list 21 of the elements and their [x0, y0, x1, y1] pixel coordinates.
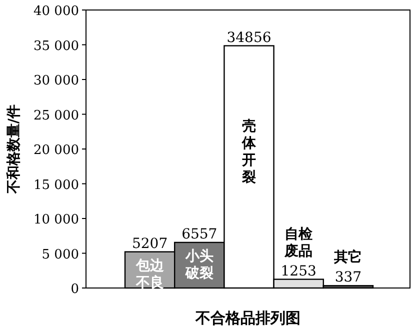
y-tick-label: 25 000: [34, 108, 79, 124]
data-label: 5207: [132, 236, 168, 252]
data-label: 337: [334, 270, 362, 286]
x-tick-label: 壳体开裂: [241, 118, 257, 186]
y-tick-label: 35 000: [34, 38, 79, 54]
y-axis-title: 不和格数量/件: [6, 104, 22, 195]
y-tick-label: 5 000: [42, 247, 79, 262]
data-label: 34856: [226, 30, 272, 46]
y-tick-label: 0: [70, 282, 79, 297]
x-tick-label: 包边不良: [134, 258, 165, 291]
y-tick-label: 40 000: [34, 4, 79, 19]
x-tick-label: 小头破裂: [184, 248, 214, 282]
y-tick-label: 20 000: [34, 143, 79, 158]
y-tick-label: 30 000: [34, 74, 79, 88]
y-tick-label: 15 000: [34, 178, 79, 193]
data-label: 1253: [280, 263, 316, 280]
y-tick-label: 10 000: [34, 212, 79, 228]
x-tick-label: 自检废品: [284, 226, 314, 260]
x-axis-title: 不合格品排列图: [194, 309, 300, 327]
data-label: 6557: [182, 226, 218, 242]
x-tick-label: 其它: [333, 248, 362, 266]
